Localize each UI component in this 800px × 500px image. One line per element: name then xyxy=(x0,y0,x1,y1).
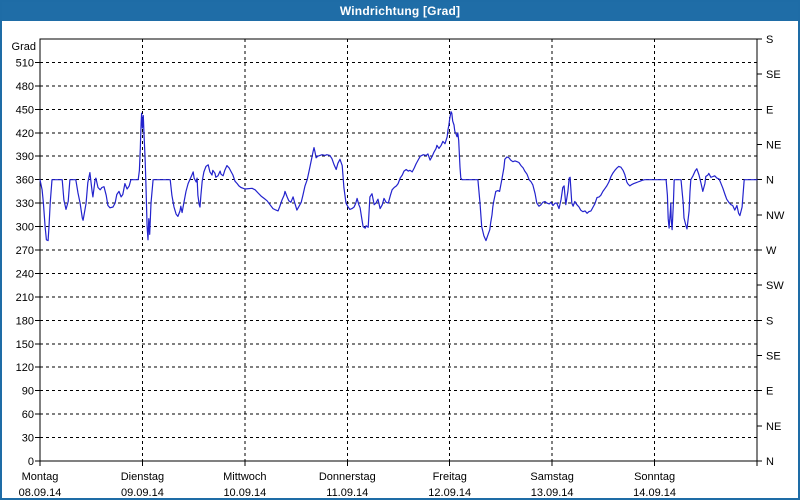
y-axis-tick-label: 270 xyxy=(16,245,34,257)
compass-axis-label: NW xyxy=(766,210,785,222)
plot-frame xyxy=(39,38,758,462)
x-axis-day-date: 14.09.14 xyxy=(633,487,676,498)
compass-axis-label: NE xyxy=(766,421,781,433)
window-title: Windrichtung [Grad] xyxy=(2,2,798,21)
compass-axis-label: N xyxy=(766,175,774,187)
compass-axis-label: S xyxy=(766,34,773,46)
x-axis-day-name: Freitag xyxy=(433,471,467,483)
compass-axis-label: E xyxy=(766,386,773,398)
x-axis-day-date: 12.09.14 xyxy=(428,487,471,498)
x-axis-day-name: Donnerstag xyxy=(319,471,376,483)
y-axis-tick-label: 420 xyxy=(16,128,34,140)
x-axis-day-name: Samstag xyxy=(530,471,573,483)
x-axis-day-date: 10.09.14 xyxy=(223,487,266,498)
y-axis-tick-label: 360 xyxy=(16,175,34,187)
compass-axis-label: W xyxy=(766,245,777,257)
compass-axis-label: SE xyxy=(766,69,781,81)
y-axis-tick-label: 120 xyxy=(16,362,34,374)
compass-axis-label: NE xyxy=(766,140,781,152)
y-axis-tick-label: 480 xyxy=(16,81,34,93)
x-axis-day-name: Montag xyxy=(22,471,59,483)
y-axis-tick-label: 60 xyxy=(22,409,34,421)
compass-axis-label: S xyxy=(766,315,773,327)
wind-direction-line xyxy=(39,111,758,242)
y-axis-tick-label: 240 xyxy=(16,268,34,280)
compass-axis-label: E xyxy=(766,104,773,116)
y-axis-tick-label: 510 xyxy=(16,57,34,69)
y-axis-tick-label: 450 xyxy=(16,104,34,116)
compass-axis-label: SW xyxy=(766,280,784,292)
y-axis-tick-label: 150 xyxy=(16,339,34,351)
x-axis-day-name: Mittwoch xyxy=(223,471,266,483)
y-axis-tick-label: 0 xyxy=(28,456,34,468)
y-axis-tick-label: 180 xyxy=(16,315,34,327)
x-axis-day-name: Dienstag xyxy=(121,471,164,483)
y-axis-tick-label: 30 xyxy=(22,433,34,445)
y-axis-tick-label: 330 xyxy=(16,198,34,210)
y-axis-tick-label: 210 xyxy=(16,292,34,304)
x-axis-day-name: Sonntag xyxy=(634,471,675,483)
y-axis-unit-label: Grad xyxy=(12,41,36,53)
x-axis-day-date: 09.09.14 xyxy=(121,487,164,498)
compass-axis-label: SE xyxy=(766,351,781,363)
compass-axis-label: N xyxy=(766,456,774,468)
x-axis-day-date: 11.09.14 xyxy=(326,487,368,498)
wind-direction-chart: Grad 0 30 60 90 120 150 180 210 240 270 300 330 360 3… xyxy=(12,34,785,498)
x-axis-day-date: 08.09.14 xyxy=(19,487,62,498)
y-axis-tick-label: 390 xyxy=(16,151,34,163)
x-axis-day-date: 13.09.14 xyxy=(531,487,574,498)
y-axis-tick-label: 300 xyxy=(16,222,34,234)
y-axis-tick-label: 90 xyxy=(22,386,34,398)
